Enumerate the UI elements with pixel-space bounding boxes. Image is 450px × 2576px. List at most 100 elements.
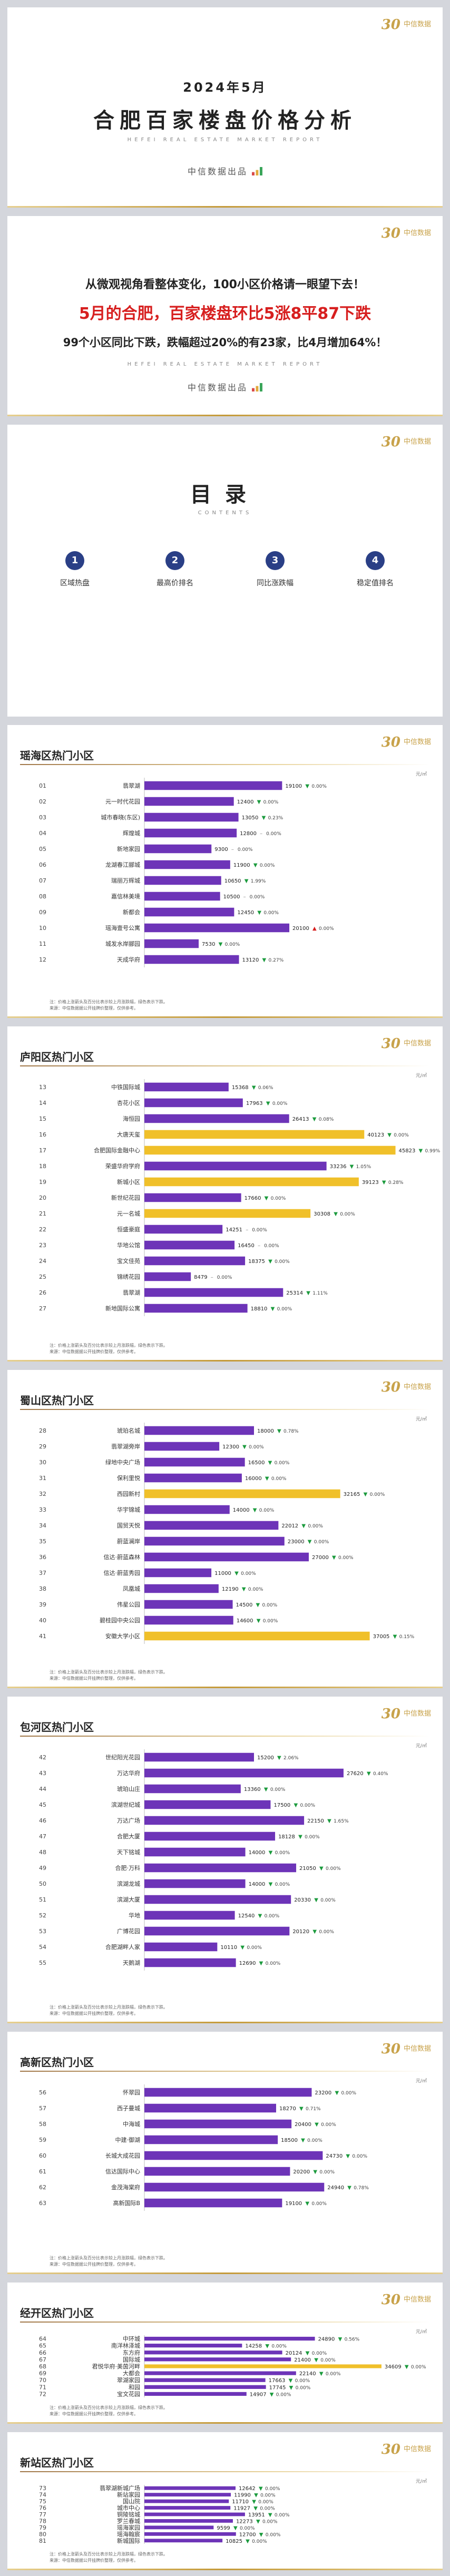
tick-label: 华地公馆	[117, 1241, 140, 1249]
change-label: 0.00%	[411, 2365, 426, 2370]
change-label: 0.00%	[259, 1508, 275, 1513]
tick-label: 国贸天悦	[117, 1522, 140, 1529]
row-number: 80	[39, 2531, 46, 2538]
flat-icon: –	[231, 847, 234, 853]
toc-number: 1	[65, 551, 84, 570]
down-arrow-icon: ▼	[315, 2122, 319, 2128]
change-label: 0.00%	[314, 1540, 329, 1545]
data-label: 12400	[237, 799, 254, 805]
row-number: 59	[39, 2137, 46, 2143]
bar	[144, 1600, 233, 1609]
toc-item[interactable]: 2 最高价排名	[143, 551, 207, 588]
change-label: 0.00%	[247, 1945, 262, 1951]
row-number: 75	[39, 2498, 46, 2505]
down-arrow-icon: ▼	[347, 2185, 351, 2191]
data-label: 15200	[257, 1755, 274, 1761]
change-label: 0.00%	[271, 2344, 287, 2349]
down-arrow-icon: ▼	[266, 1101, 270, 1106]
district-chart-card: 30 中信数据 瑶海区热门小区 元/㎡ 01 翡翠湖 19100 ▼ 0.00% 02 元一时代花园…	[7, 725, 443, 1018]
bar	[144, 781, 282, 790]
data-label: 14600	[237, 1618, 253, 1624]
brand-logo: 30 中信数据	[381, 1706, 431, 1722]
bar	[144, 1256, 246, 1266]
change-label: 0.00%	[252, 1228, 267, 1233]
data-label: 23200	[315, 2090, 331, 2096]
change-label: 0.00%	[270, 1787, 286, 1793]
flat-icon: –	[246, 1227, 248, 1233]
change-label: 0.00%	[319, 926, 334, 932]
down-arrow-icon: ▼	[308, 1539, 312, 1545]
change-label: 0.00%	[340, 1212, 355, 1217]
row-number: 24	[39, 1258, 46, 1265]
tick-label: 宝文花园	[117, 2390, 140, 2397]
change-label: 1.11%	[312, 1291, 328, 1296]
down-arrow-icon: ▼	[253, 2506, 258, 2512]
unit-label: 元/㎡	[415, 1073, 427, 1079]
bar	[144, 2119, 292, 2129]
bar	[144, 1895, 291, 1904]
data-label: 14251	[226, 1227, 242, 1233]
row-number: 63	[39, 2200, 46, 2207]
bar	[144, 1082, 229, 1092]
bar	[144, 2371, 296, 2375]
footnote: 注：价格上涨箭头及百分比表示较上月涨跌幅，绿色表示下跌。 来源：中信数据据公开挂牌…	[50, 1670, 168, 1681]
toc-item[interactable]: 1 区域热盘	[43, 551, 106, 588]
down-arrow-icon: ▼	[257, 910, 261, 916]
summary-source: 中信数据出品	[7, 380, 443, 393]
toc-item[interactable]: 3 同比涨跌幅	[243, 551, 307, 588]
bar	[144, 1942, 218, 1952]
bar	[144, 1911, 235, 1920]
down-arrow-icon: ▼	[312, 1116, 317, 1122]
change-label: 0.00%	[338, 1555, 354, 1561]
tick-label: 新城小区	[117, 1178, 140, 1186]
bar	[144, 1958, 236, 1967]
data-label: 10110	[220, 1945, 237, 1951]
row-number: 23	[39, 1242, 46, 1249]
toc-number: 2	[165, 551, 184, 570]
change-label: 0.00%	[263, 910, 279, 916]
tick-label: 君悦华府·美茵河畔	[92, 2363, 141, 2370]
toc-item[interactable]: 4 稳定值排名	[344, 551, 407, 588]
data-label: 23000	[288, 1539, 305, 1545]
tick-label: 国山院	[123, 2497, 140, 2505]
tick-label: 合肥湖畔人家	[105, 1943, 140, 1951]
brand-logo: 30 中信数据	[381, 226, 431, 241]
change-label: 0.00%	[266, 831, 281, 837]
down-arrow-icon: ▼	[332, 1555, 336, 1561]
tick-label: 滨湖龙城	[117, 1880, 140, 1887]
bar	[144, 2493, 231, 2497]
brand-logo: 30 中信数据	[381, 2041, 431, 2057]
bar	[144, 2182, 325, 2192]
row-number: 62	[39, 2184, 46, 2191]
data-label: 18500	[281, 2138, 298, 2143]
row-number: 37	[39, 1570, 46, 1576]
tick-label: 新都会	[123, 908, 140, 916]
down-arrow-icon: ▼	[299, 2106, 304, 2112]
toc-list: 1 区域热盘 2 最高价排名 3 同比涨跌幅 4 稳定值排名	[7, 551, 443, 588]
bar	[144, 1631, 370, 1641]
data-label: 10500	[223, 894, 240, 900]
row-number: 18	[39, 1163, 46, 1170]
row-number: 19	[39, 1179, 46, 1186]
row-number: 47	[39, 1833, 46, 1840]
tick-label: 海恒园	[123, 1115, 140, 1122]
chart-title: 经开区热门小区	[20, 2307, 94, 2319]
bar-chart-icon	[252, 167, 262, 175]
data-label: 20200	[293, 2169, 310, 2175]
bar	[144, 1615, 233, 1625]
summary-subtitle: HEFEI REAL ESTATE MARKET REPORT	[127, 361, 323, 367]
row-number: 15	[39, 1115, 46, 1122]
bar	[144, 1800, 271, 1809]
data-label: 10650	[224, 878, 241, 884]
tick-label: 新城国际	[117, 2537, 140, 2544]
down-arrow-icon: ▼	[277, 1755, 281, 1761]
row-number: 70	[39, 2377, 46, 2384]
data-label: 9599	[217, 2525, 230, 2531]
tick-label: 翡翠湖	[123, 1289, 140, 1296]
data-label: 13951	[248, 2512, 265, 2518]
change-label: 0.00%	[276, 2392, 291, 2397]
cover-year: 2024年5月	[183, 80, 267, 95]
change-label: 0.00%	[271, 1196, 286, 1201]
district-chart-card: 30 中信数据 包河区热门小区 元/㎡ 42 世纪阳光花园 15200 ▼ 2.06% 43 万达华…	[7, 1697, 443, 2023]
toc-card: 30 中信数据 目录 CONTENTS 1 区域热盘 2 最高价排名 3 同比涨跌幅 4…	[7, 425, 443, 717]
